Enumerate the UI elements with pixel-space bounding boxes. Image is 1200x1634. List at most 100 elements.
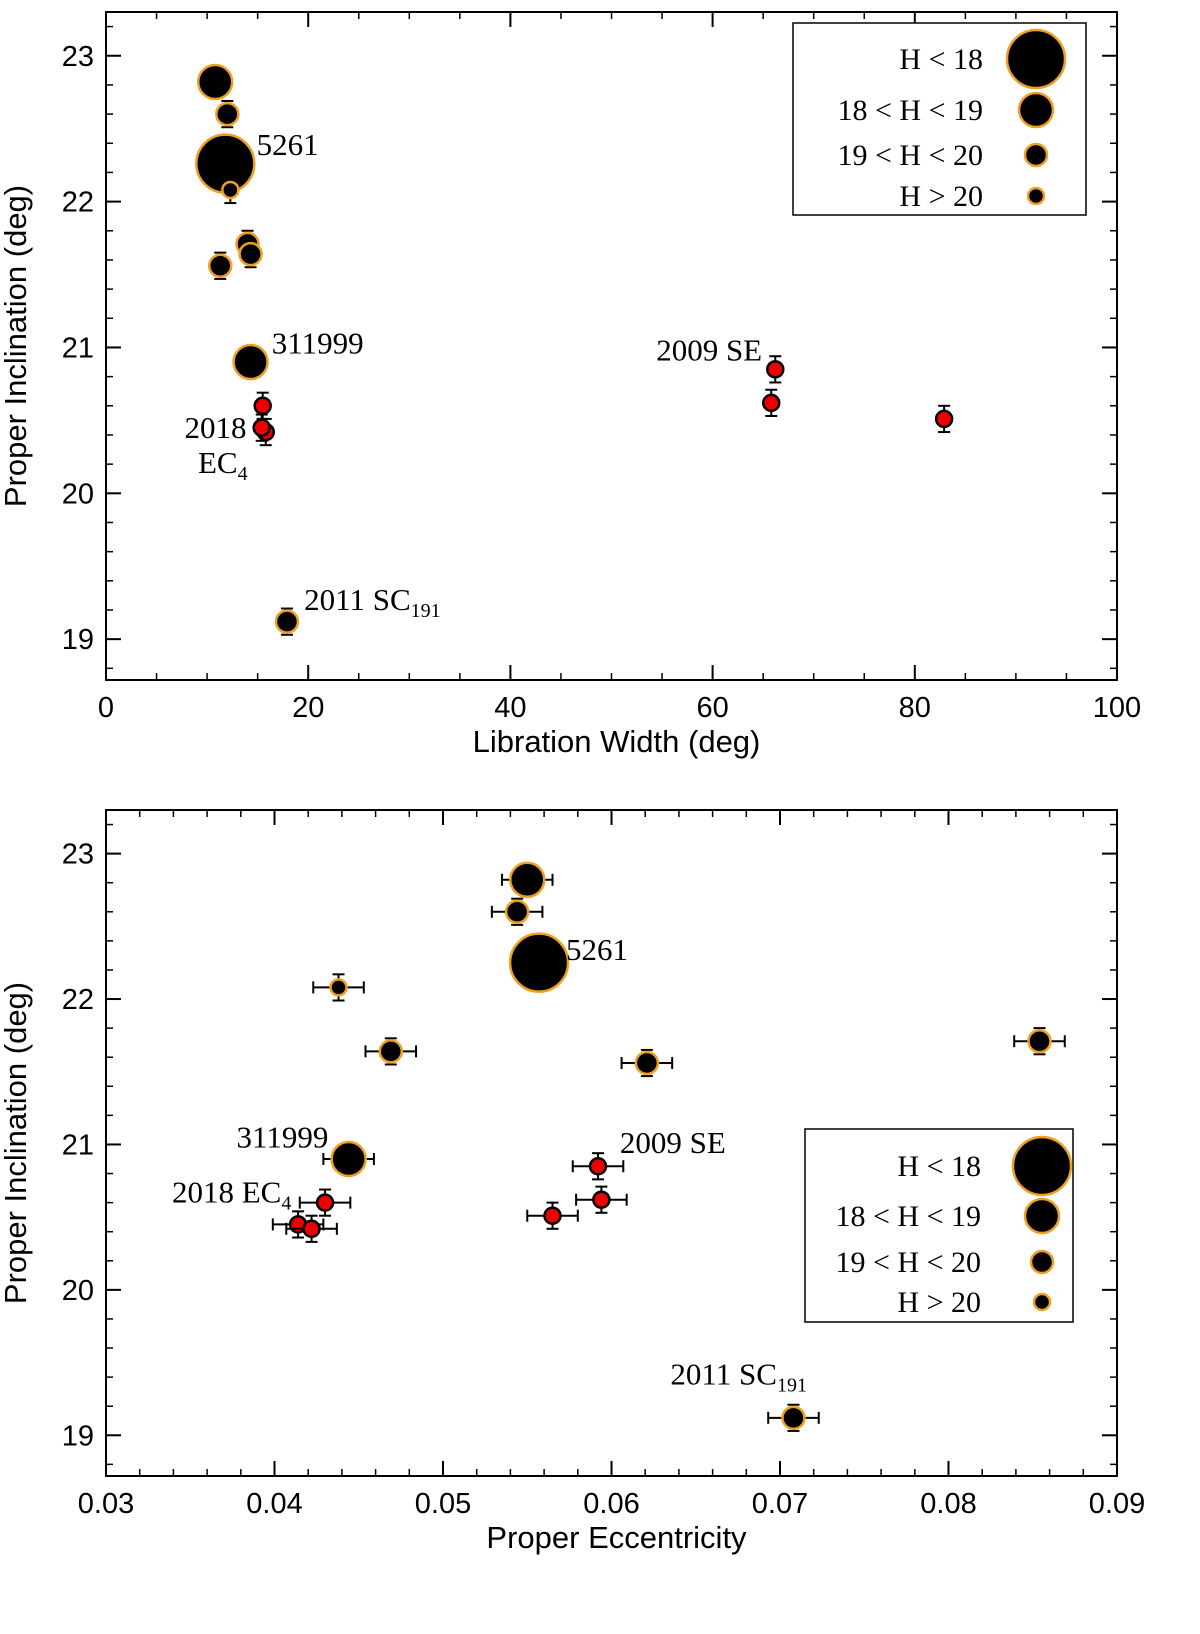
point-annotation: EC4	[198, 445, 248, 485]
legend-marker	[1017, 91, 1055, 129]
x-tick-label: 40	[494, 692, 526, 724]
data-point	[588, 1157, 608, 1176]
data-point-group	[285, 1214, 338, 1243]
data-point	[238, 241, 263, 267]
point-annotation: 5261	[566, 932, 628, 967]
y-tick-label: 20	[62, 1275, 94, 1307]
y-tick-label: 22	[62, 984, 94, 1016]
x-tick-label: 0.06	[583, 1488, 639, 1520]
data-point-group	[221, 175, 240, 205]
data-point-group	[322, 1140, 375, 1178]
y-tick-label: 21	[62, 332, 94, 364]
x-tick-label: 100	[1093, 692, 1141, 724]
data-point-group	[500, 861, 554, 899]
chart-panel-1: 0 20 40 60 80 100 19 20 21 22 23 Libration Width (d…	[0, 11, 1141, 759]
legend-entry: 19 < H < 20	[837, 139, 1049, 172]
annotation-text: 2011 SC	[304, 582, 411, 617]
x-tick-label: 20	[292, 692, 324, 724]
legend-marker	[1023, 142, 1049, 168]
point-annotation: 311999	[272, 325, 364, 360]
legend-marker	[1029, 1249, 1055, 1275]
data-point-group	[274, 607, 300, 636]
x-axis-title: Libration Width (deg)	[473, 724, 761, 759]
data-point-group	[207, 251, 233, 280]
y-tick-label: 23	[62, 839, 94, 871]
data-point-group	[571, 1152, 625, 1181]
data-point	[329, 978, 348, 997]
data-point-group	[508, 932, 570, 993]
x-tick-label: 60	[696, 692, 728, 724]
point-annotation: 311999	[237, 1119, 329, 1154]
annotation-subscript: 4	[281, 1193, 291, 1215]
data-point-group	[252, 413, 271, 442]
legend-entry: H < 18	[897, 1135, 1073, 1197]
legend-label: 19 < H < 20	[835, 1246, 981, 1279]
annotation-text: 2018 EC	[172, 1175, 281, 1210]
legend-label: H > 20	[899, 180, 983, 213]
legend-label: 18 < H < 19	[835, 1200, 981, 1233]
y-axis-title: Proper Inclination (deg)	[0, 185, 33, 507]
data-point	[207, 253, 233, 279]
data-point-group	[238, 239, 263, 269]
data-point-group	[934, 404, 954, 434]
data-point	[302, 1219, 321, 1239]
data-point-group	[526, 1201, 579, 1230]
legend-label: 18 < H < 19	[837, 94, 983, 127]
y-tick-label: 23	[62, 41, 94, 73]
data-point-group	[490, 897, 544, 926]
data-point-group	[215, 99, 240, 129]
data-point-group	[298, 1188, 352, 1217]
data-point	[274, 609, 300, 634]
annotation-text: 311999	[237, 1119, 329, 1154]
legend-entry: 18 < H < 19	[837, 91, 1055, 129]
data-point-group	[766, 355, 785, 384]
x-tick-label: 0	[98, 692, 114, 724]
data-point-group	[196, 63, 234, 101]
data-point	[215, 101, 240, 127]
annotation-subscript: 191	[411, 600, 441, 622]
legend-entry: 19 < H < 20	[835, 1246, 1055, 1279]
x-tick-label: 0.07	[752, 1488, 808, 1520]
annotation-text: 311999	[272, 325, 364, 360]
y-tick-label: 19	[62, 1420, 94, 1452]
annotation-subscript: 191	[777, 1374, 807, 1396]
point-annotation: 2018 EC4	[172, 1175, 291, 1215]
data-point	[330, 1140, 367, 1178]
data-point	[761, 393, 781, 413]
legend-marker	[1032, 1292, 1052, 1312]
annotation-text: 2011 SC	[670, 1356, 777, 1391]
legend-entry: H > 20	[897, 1286, 1052, 1319]
data-point	[252, 418, 271, 437]
data-point	[1027, 1028, 1052, 1054]
point-annotation: 2011 SC191	[304, 582, 441, 622]
point-annotation: 2009 SE	[620, 1125, 726, 1160]
data-point	[543, 1206, 562, 1225]
legend-entry: H > 20	[899, 180, 1046, 213]
data-point	[508, 932, 570, 993]
x-tick-label: 0.03	[78, 1488, 134, 1520]
point-annotation: 2011 SC191	[670, 1356, 807, 1396]
annotation-subscript: 4	[238, 463, 248, 485]
legend-marker	[1023, 1197, 1061, 1235]
annotation-text: EC	[198, 445, 238, 480]
data-point	[934, 409, 954, 429]
point-annotation: 2018	[185, 410, 247, 445]
annotation-text: 2009 SE	[620, 1125, 726, 1160]
legend-entry: H < 18	[899, 28, 1067, 90]
annotation-text: 2009 SE	[656, 333, 762, 368]
x-tick-label: 80	[899, 692, 931, 724]
legend: H < 18 18 < H < 19 19 < H < 20 H > 20	[804, 1128, 1074, 1323]
point-annotation: 5261	[257, 127, 319, 162]
data-point-group	[312, 973, 365, 1002]
data-point	[592, 1190, 611, 1209]
data-point	[781, 1405, 806, 1431]
data-point-group	[620, 1048, 674, 1078]
data-point-group	[767, 1403, 820, 1432]
x-tick-label: 0.08	[920, 1488, 976, 1520]
legend: H < 18 18 < H < 19 19 < H < 20 H > 20	[792, 22, 1087, 216]
legend-label: H < 18	[897, 1150, 981, 1183]
y-tick-label: 20	[62, 478, 94, 510]
x-tick-label: 0.09	[1089, 1488, 1145, 1520]
data-point-group	[364, 1037, 418, 1066]
